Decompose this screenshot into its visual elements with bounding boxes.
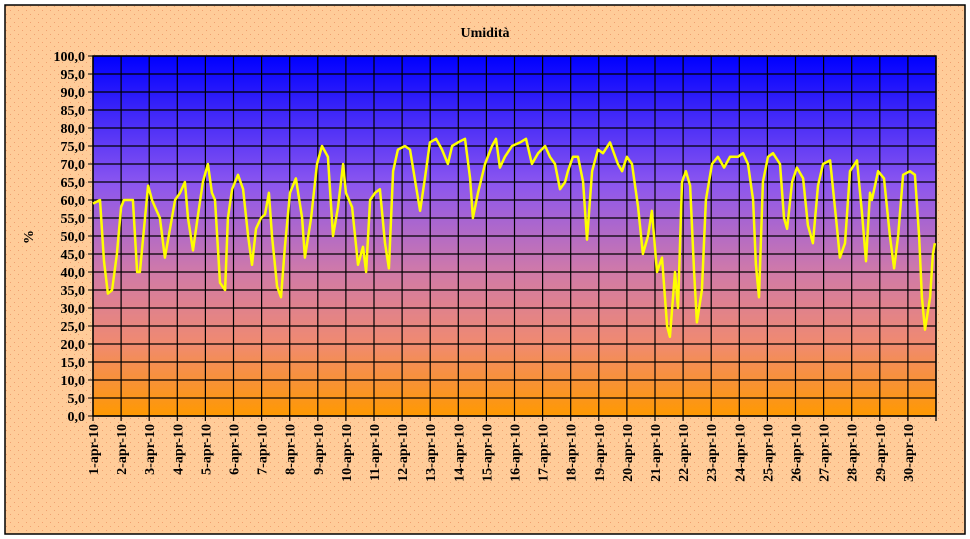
x-tick-label: 6-apr-10: [228, 424, 243, 475]
x-tick-label: 9-apr-10: [312, 424, 327, 475]
x-tick-label: 8-apr-10: [284, 424, 299, 475]
x-tick-label: 14-apr-10: [452, 424, 467, 482]
x-tick-label: 3-apr-10: [143, 424, 158, 475]
y-tick-label: 15,0: [61, 356, 86, 371]
y-tick-label: 65,0: [61, 176, 86, 191]
y-tick-label: 0,0: [68, 410, 86, 425]
x-tick-label: 15-apr-10: [480, 424, 495, 482]
x-tick-label: 24-apr-10: [733, 424, 748, 482]
y-tick-label: 35,0: [61, 284, 86, 299]
y-tick-label: 45,0: [61, 248, 86, 263]
x-tick-label: 20-apr-10: [621, 424, 636, 482]
x-tick-label: 7-apr-10: [256, 424, 271, 475]
x-tick-label: 17-apr-10: [537, 424, 552, 482]
y-tick-label: 95,0: [61, 68, 86, 83]
chart-title: Umidità: [461, 26, 510, 41]
x-tick-label: 28-apr-10: [846, 424, 861, 482]
x-tick-label: 18-apr-10: [565, 424, 580, 482]
x-tick-label: 5-apr-10: [199, 424, 214, 475]
x-tick-label: 2-apr-10: [115, 424, 130, 475]
x-tick-label: 4-apr-10: [171, 424, 186, 475]
series-line-umidita: [92, 137, 937, 339]
x-tick-label: 21-apr-10: [649, 424, 664, 482]
y-tick-label: 50,0: [61, 230, 86, 245]
y-tick-label: 10,0: [61, 374, 86, 389]
y-axis-ticks: 0,0 5,0 10,0 15,0 20,0 25,0 30,0 35,0 40,0 45,0 50…: [54, 50, 93, 425]
x-tick-label: 19-apr-10: [593, 424, 608, 482]
y-tick-label: 75,0: [61, 140, 86, 155]
y-tick-label: 85,0: [61, 104, 86, 119]
y-tick-label: 60,0: [61, 194, 86, 209]
x-tick-label: 16-apr-10: [509, 424, 524, 482]
y-tick-label: 40,0: [61, 266, 86, 281]
x-tick-label: 22-apr-10: [677, 424, 692, 482]
x-tick-label: 27-apr-10: [818, 424, 833, 482]
x-tick-label: 25-apr-10: [761, 424, 776, 482]
y-tick-label: 70,0: [61, 158, 86, 173]
x-tick-label: 11-apr-10: [368, 424, 383, 481]
y-tick-label: 100,0: [54, 50, 86, 65]
x-tick-label: 10-apr-10: [340, 424, 355, 482]
y-axis-label: %: [22, 230, 37, 244]
y-tick-label: 90,0: [61, 86, 86, 101]
y-tick-label: 30,0: [61, 302, 86, 317]
x-tick-label: 26-apr-10: [790, 424, 805, 482]
x-tick-label: 1-apr-10: [87, 424, 102, 475]
y-tick-label: 25,0: [61, 320, 86, 335]
y-tick-label: 80,0: [61, 122, 86, 137]
x-tick-label: 29-apr-10: [874, 424, 889, 482]
x-tick-label: 30-apr-10: [902, 424, 917, 482]
x-tick-label: 13-apr-10: [424, 424, 439, 482]
y-tick-label: 20,0: [61, 338, 86, 353]
y-tick-label: 55,0: [61, 212, 86, 227]
x-axis-ticks: 1-apr-10 2-apr-10 3-apr-10 4-apr-10 5-apr-10…: [87, 424, 917, 482]
x-tick-label: 23-apr-10: [705, 424, 720, 482]
y-tick-label: 5,0: [68, 392, 86, 407]
x-tick-label: 12-apr-10: [396, 424, 411, 482]
